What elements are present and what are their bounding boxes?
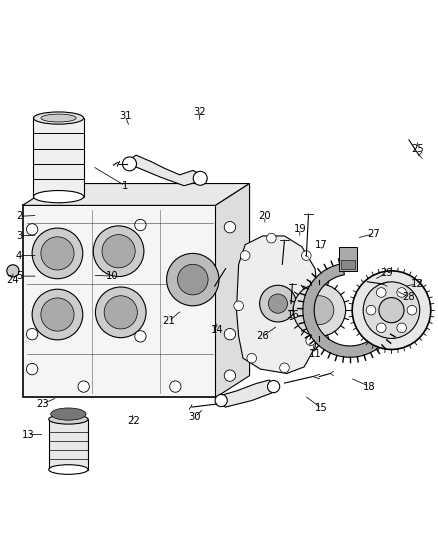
Polygon shape (127, 155, 201, 185)
Text: 25: 25 (411, 143, 424, 154)
Circle shape (366, 305, 376, 315)
Circle shape (104, 296, 138, 329)
Ellipse shape (33, 190, 84, 203)
Ellipse shape (49, 465, 88, 474)
Polygon shape (217, 380, 276, 407)
Circle shape (407, 305, 417, 315)
Circle shape (170, 381, 181, 392)
Text: 19: 19 (293, 224, 306, 235)
Circle shape (268, 294, 288, 313)
Circle shape (397, 323, 406, 333)
Circle shape (224, 370, 236, 381)
Text: 16: 16 (287, 310, 300, 319)
Circle shape (135, 330, 146, 342)
Circle shape (26, 364, 38, 375)
Circle shape (376, 288, 386, 297)
Polygon shape (237, 236, 319, 374)
Ellipse shape (51, 408, 86, 420)
Text: 15: 15 (315, 403, 328, 414)
Circle shape (224, 328, 236, 340)
Text: 5: 5 (16, 271, 22, 281)
Text: 31: 31 (119, 111, 131, 121)
Ellipse shape (33, 112, 84, 124)
Circle shape (247, 353, 257, 363)
Circle shape (305, 296, 334, 325)
Ellipse shape (41, 114, 76, 122)
Text: 23: 23 (36, 399, 49, 409)
Circle shape (166, 253, 219, 306)
Polygon shape (22, 183, 250, 205)
Text: 24: 24 (7, 274, 19, 285)
Circle shape (177, 264, 208, 295)
Text: 27: 27 (367, 229, 380, 239)
Circle shape (102, 235, 135, 268)
Text: 29: 29 (381, 268, 393, 278)
Polygon shape (215, 183, 250, 398)
Circle shape (301, 251, 311, 261)
Circle shape (32, 289, 83, 340)
Circle shape (306, 336, 315, 345)
Circle shape (41, 298, 74, 331)
Circle shape (26, 224, 38, 235)
Circle shape (41, 237, 74, 270)
Circle shape (379, 297, 404, 323)
Ellipse shape (7, 265, 19, 277)
Circle shape (224, 222, 236, 233)
Circle shape (193, 171, 207, 185)
Circle shape (363, 282, 420, 338)
Circle shape (280, 363, 289, 373)
Bar (341, 260, 355, 269)
Text: 30: 30 (189, 412, 201, 422)
Bar (33, 118, 84, 197)
Circle shape (32, 228, 83, 279)
Circle shape (123, 157, 137, 171)
Text: 13: 13 (21, 430, 34, 440)
Circle shape (234, 301, 244, 311)
Circle shape (260, 285, 296, 322)
Circle shape (240, 251, 250, 261)
Bar (49, 419, 88, 470)
Text: 22: 22 (127, 416, 140, 426)
Text: 3: 3 (16, 231, 22, 241)
Circle shape (352, 271, 431, 350)
Text: 14: 14 (211, 325, 223, 335)
Ellipse shape (49, 415, 88, 424)
Polygon shape (22, 205, 215, 398)
Circle shape (93, 226, 144, 277)
Text: 1: 1 (122, 181, 128, 191)
Text: 20: 20 (258, 211, 271, 221)
Circle shape (135, 220, 146, 231)
Text: 12: 12 (411, 279, 424, 289)
Circle shape (267, 233, 276, 243)
Circle shape (78, 381, 89, 392)
Text: 17: 17 (315, 240, 328, 249)
Text: 18: 18 (363, 382, 376, 392)
Text: 32: 32 (193, 107, 206, 117)
Text: 4: 4 (16, 251, 22, 261)
Circle shape (293, 284, 346, 336)
Text: 21: 21 (162, 316, 175, 326)
Text: 11: 11 (309, 349, 321, 359)
Bar (339, 247, 357, 271)
Polygon shape (303, 264, 392, 357)
Circle shape (312, 294, 322, 304)
Text: 2: 2 (16, 211, 22, 221)
Text: 28: 28 (403, 292, 415, 302)
Text: 10: 10 (106, 271, 118, 281)
Circle shape (215, 394, 227, 407)
Circle shape (26, 328, 38, 340)
Circle shape (376, 323, 386, 333)
Circle shape (95, 287, 146, 338)
Circle shape (268, 381, 280, 393)
Text: 26: 26 (256, 332, 269, 341)
Circle shape (397, 288, 406, 297)
